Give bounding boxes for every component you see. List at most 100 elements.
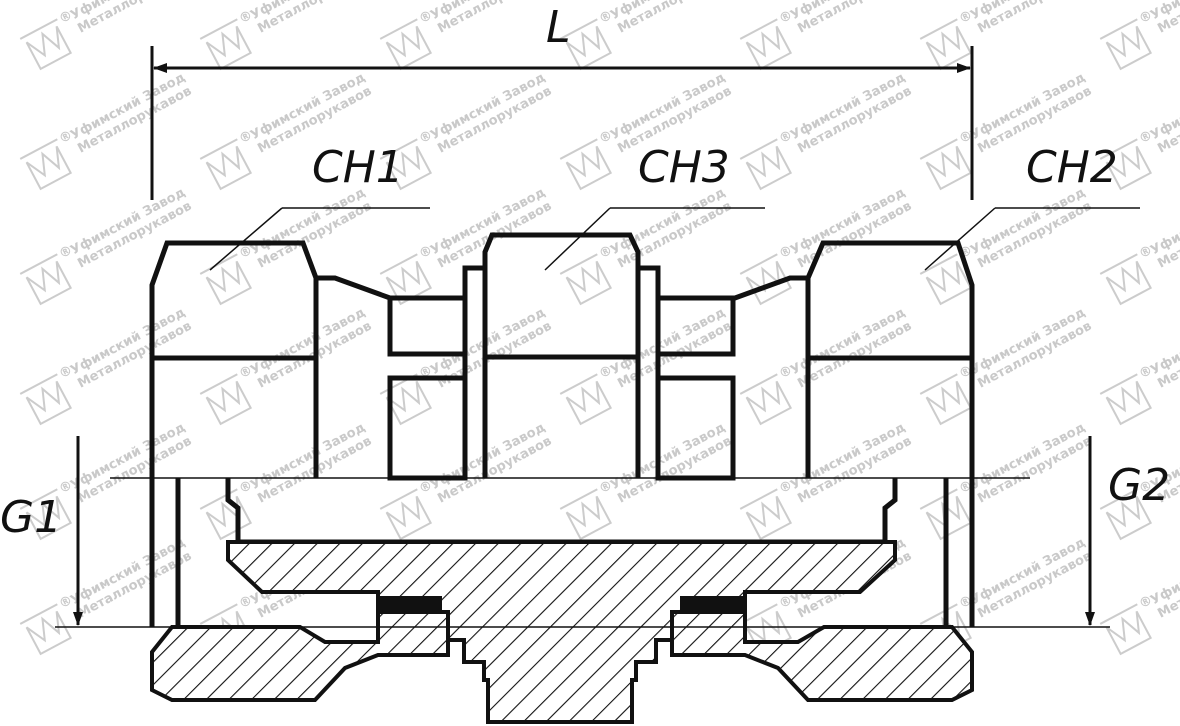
hex-nut-right [805,240,975,478]
watermark-mark: ® [777,128,796,147]
watermark-mark: ® [57,478,76,497]
watermark-mark: ® [777,8,796,27]
watermark-mark: ® [237,478,256,497]
watermark-mark: ® [777,478,796,497]
watermark-mark: ® [237,243,256,262]
watermark-mark: ® [777,593,796,612]
company-logo-icon [19,18,73,71]
company-logo-icon [199,18,253,71]
watermark-mark: ® [417,8,436,27]
company-logo-icon [1099,18,1153,71]
length-label: L [546,2,571,53]
company-logo-icon [379,488,433,541]
callout-ch2: CH2 [924,142,1140,271]
thread-dimension-left: G1 [0,436,83,626]
callout-label-ch2: CH2 [1026,142,1118,193]
watermark-mark: ® [957,8,976,27]
seal-ring-right [680,596,744,612]
company-logo-icon [919,138,973,191]
body-section-hatched [226,540,897,724]
company-logo-icon [1099,488,1153,541]
company-logo-icon [739,253,793,306]
watermark-mark: ® [57,243,76,262]
company-logo-icon [19,373,73,426]
watermark-mark: ® [1137,593,1156,612]
company-logo-icon [559,373,613,426]
company-logo-icon [1099,253,1153,306]
callout-label-ch1: CH1 [312,142,404,193]
company-logo-icon [559,18,613,71]
company-logo-icon [739,18,793,71]
company-logo-icon [199,253,253,306]
watermark-mark: ® [1137,128,1156,147]
company-logo-icon [19,138,73,191]
company-logo-icon [739,373,793,426]
nut-section-left [150,610,450,702]
watermark-mark: ® [1137,478,1156,497]
callout-ch3: CH3 [544,142,765,271]
company-logo-icon [1099,138,1153,191]
company-logo-icon [379,18,433,71]
watermark-mark: ® [237,593,256,612]
watermark-mark: ® [237,128,256,147]
watermark-mark: ® [597,363,616,382]
watermark-mark: ® [1137,363,1156,382]
watermark-mark: ® [777,243,796,262]
watermark-mark: ® [57,8,76,27]
watermark-mark: ® [777,363,796,382]
watermark-mark: ® [57,593,76,612]
company-logo-icon [379,253,433,306]
company-logo-icon [919,18,973,71]
watermark-mark: ® [1137,8,1156,27]
callout-ch1: CH1 [209,142,430,271]
callout-label-ch3: CH3 [638,142,730,193]
watermark-mark: ® [597,128,616,147]
watermark-mark: ® [237,8,256,27]
hex-nut-left [149,240,319,478]
company-logo-icon [559,253,613,306]
nut-section-right [670,610,974,702]
company-logo-icon [19,603,73,656]
length-dimension: L [150,2,974,200]
thread-label-right: G2 [1108,460,1170,511]
company-logo-icon [739,488,793,541]
company-logo-icon [1099,373,1153,426]
seal-ring-left [378,596,442,612]
company-logo-icon [199,138,253,191]
company-logo-icon [379,138,433,191]
watermark-mark: ® [597,243,616,262]
hex-body-center [462,232,661,478]
company-logo-icon [19,488,73,541]
company-logo-icon [919,373,973,426]
thread-dimension-right: G2 [1085,436,1170,626]
company-logo-icon [19,253,73,306]
watermark-mark: ® [1137,243,1156,262]
company-logo-icon [199,488,253,541]
company-logo-icon [919,488,973,541]
company-logo-icon [559,488,613,541]
thread-label-left: G1 [0,492,62,543]
